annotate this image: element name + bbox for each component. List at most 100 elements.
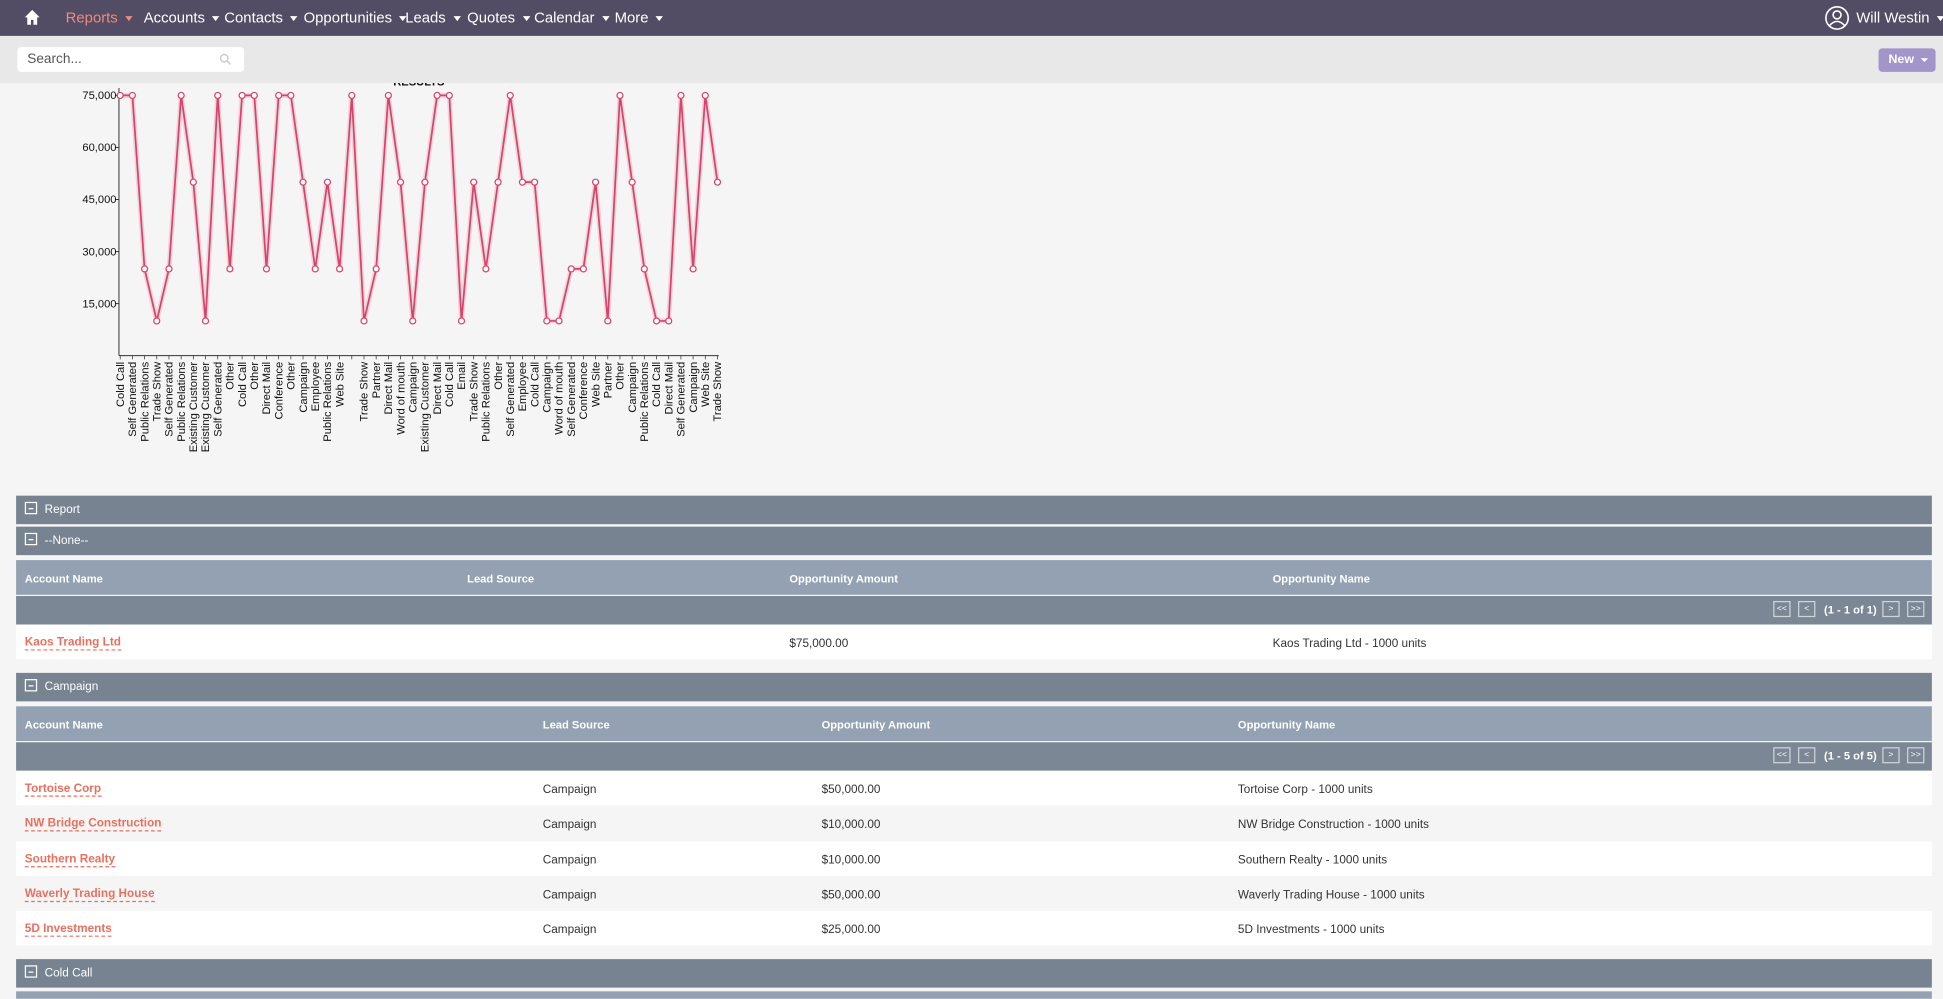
x-tick-label: Word of mouth — [395, 362, 407, 435]
account-link[interactable]: Waverly Trading House — [24, 887, 155, 902]
column-header[interactable]: Lead Source — [467, 572, 535, 585]
cell: $10,000.00 — [821, 818, 881, 832]
nav-item[interactable]: Leads — [405, 9, 460, 26]
point — [652, 317, 661, 325]
cell: Kaos Trading Ltd - 1000 units — [1272, 636, 1427, 651]
column-header[interactable]: Account Name — [24, 572, 103, 585]
x-tick-label: Other — [225, 362, 237, 390]
point — [189, 178, 197, 186]
table-row: Waverly Trading House Campaign $50,000.00 W… — [16, 875, 1932, 911]
group-label: Campaign — [44, 680, 99, 694]
group-bar[interactable]: --None-- — [16, 526, 1932, 556]
point — [372, 265, 380, 273]
x-tick-label: Cold Call — [651, 362, 663, 407]
column-header[interactable]: Opportunity Name — [1237, 718, 1336, 732]
collapse-icon[interactable] — [24, 501, 38, 515]
page-last[interactable]: >> — [1907, 600, 1925, 618]
x-tick-label: Partner — [371, 362, 383, 399]
page-first[interactable]: << — [1773, 747, 1791, 764]
group-bar[interactable]: Campaign — [16, 672, 1932, 702]
collapse-icon[interactable] — [24, 965, 38, 978]
nav-item[interactable]: Reports — [66, 9, 133, 26]
page-info: (1 - 1 of 1) — [1824, 603, 1877, 616]
point — [640, 265, 648, 273]
nav-item[interactable]: Accounts — [144, 9, 220, 26]
collapse-icon[interactable] — [24, 532, 38, 546]
x-tick-label: Campaign — [688, 362, 700, 413]
y-tick-label: 15,000 — [82, 298, 116, 310]
group-bar[interactable]: Cold Call — [16, 959, 1932, 988]
x-tick-label: Web Site — [700, 362, 712, 407]
table-row: Southern Realty Campaign $10,000.00 Souther… — [16, 840, 1932, 876]
point — [665, 317, 673, 325]
x-tick-label: Public Relations — [176, 361, 188, 441]
home-icon[interactable] — [24, 9, 41, 26]
page-last[interactable]: >> — [1907, 747, 1925, 764]
x-tick-label: Self Generated — [164, 362, 176, 437]
page-next[interactable]: > — [1882, 747, 1900, 764]
x-tick-label: Web Site — [590, 362, 602, 407]
x-tick-label: Public Relations — [481, 361, 493, 441]
column-header[interactable]: Account Name — [24, 718, 103, 732]
x-tick-label: Employee — [517, 362, 529, 412]
x-tick-label: Other — [615, 362, 627, 390]
point — [689, 265, 697, 273]
point — [543, 317, 551, 325]
cell: NW Bridge Construction - 1000 units — [1237, 818, 1429, 832]
y-tick-label: 45,000 — [82, 194, 116, 206]
page-prev[interactable]: < — [1798, 600, 1816, 618]
x-tick-label: Cold Call — [115, 362, 127, 407]
collapse-icon[interactable] — [24, 679, 38, 692]
point — [116, 91, 124, 100]
x-tick-label: Direct Mail — [383, 362, 395, 415]
point — [518, 178, 527, 186]
page-next[interactable]: > — [1882, 600, 1900, 618]
table-row: 5D Investments Campaign $25,000.00 5D Inves… — [16, 911, 1932, 946]
column-header[interactable]: Opportunity Amount — [789, 572, 898, 585]
x-tick-label: Cold Call — [529, 362, 541, 407]
nav-item[interactable]: More — [615, 9, 664, 26]
column-header[interactable]: Lead Source — [542, 718, 610, 732]
page-prev[interactable]: < — [1798, 747, 1816, 764]
group-bar[interactable]: Report — [16, 495, 1932, 525]
x-tick-label: Campaign — [407, 362, 419, 413]
cell: 5D Investments - 1000 units — [1237, 923, 1385, 938]
point — [153, 317, 161, 325]
search-input[interactable]: Search... — [17, 47, 245, 72]
point — [433, 91, 441, 100]
account-link[interactable]: Kaos Trading Ltd — [24, 635, 121, 651]
x-tick-label: Existing Customer — [420, 362, 432, 453]
point — [201, 317, 210, 325]
table-row: Kaos Trading Ltd $75,000.00 Kaos Trading L… — [16, 624, 1932, 660]
chart: RESULTS 15,00030,00045,00060,00075,000Co… — [82, 77, 724, 453]
user-menu[interactable]: Will Westin — [1856, 9, 1943, 26]
nav-item[interactable]: Contacts — [224, 9, 298, 26]
account-link[interactable]: Tortoise Corp — [24, 781, 102, 797]
caret — [1920, 58, 1929, 62]
page-first[interactable]: << — [1773, 600, 1791, 618]
user-avatar[interactable] — [1824, 5, 1850, 31]
point — [250, 91, 258, 100]
column-header[interactable]: Opportunity Name — [1272, 572, 1370, 585]
nav-item[interactable]: Opportunities — [304, 9, 407, 26]
x-tick-label: Direct Mail — [432, 362, 444, 415]
nav-item[interactable]: Quotes — [467, 9, 530, 26]
point — [555, 317, 563, 325]
nav-item[interactable]: Calendar — [534, 9, 609, 26]
x-tick-label: Existing Customer — [200, 362, 212, 453]
cell: Campaign — [542, 888, 597, 902]
column-header[interactable]: Opportunity Amount — [821, 718, 931, 732]
point — [421, 178, 429, 186]
x-tick-label: Self Generated — [676, 362, 688, 437]
x-tick-label: Word of mouth — [554, 362, 566, 435]
account-link[interactable]: Southern Realty — [24, 852, 116, 867]
new-button[interactable]: New — [1878, 48, 1936, 72]
account-link[interactable]: 5D Investments — [24, 922, 112, 938]
x-tick-label: Other — [286, 362, 298, 390]
x-tick-label: Trade Show — [712, 361, 724, 422]
cell: Tortoise Corp - 1000 units — [1237, 783, 1373, 797]
x-tick-label: Campaign — [627, 362, 639, 413]
account-link[interactable]: NW Bridge Construction — [24, 816, 162, 832]
